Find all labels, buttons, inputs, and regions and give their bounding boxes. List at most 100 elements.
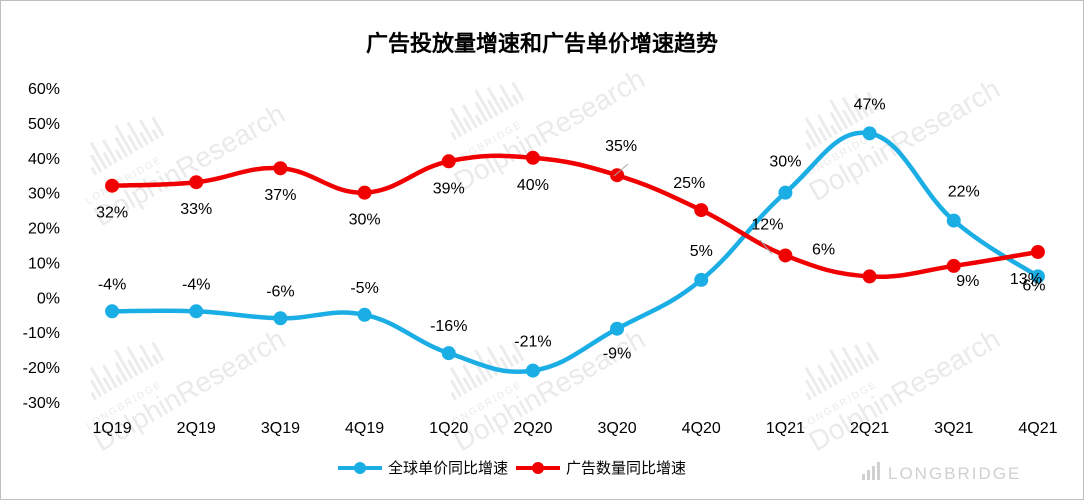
watermark-bar bbox=[102, 364, 118, 389]
watermark-bar bbox=[829, 124, 838, 136]
watermark-bar bbox=[151, 341, 165, 362]
watermark-bar bbox=[114, 349, 134, 380]
watermark-bar bbox=[126, 359, 139, 377]
data-point bbox=[189, 175, 204, 190]
data-label: -4% bbox=[182, 276, 210, 293]
leader-line bbox=[759, 239, 773, 255]
watermark-bar bbox=[151, 129, 160, 140]
watermark-bar bbox=[829, 374, 838, 386]
watermark-bar bbox=[102, 151, 113, 167]
watermark-bar bbox=[114, 136, 129, 158]
data-label: 6% bbox=[812, 241, 835, 258]
data-label: 12% bbox=[751, 216, 783, 233]
data-label: 35% bbox=[605, 138, 637, 155]
data-label: 9% bbox=[956, 273, 979, 290]
x-tick-label: 2Q19 bbox=[177, 420, 216, 437]
watermark-bar bbox=[854, 94, 870, 118]
watermark-bar bbox=[841, 96, 859, 124]
watermark-bar bbox=[511, 341, 525, 362]
chart-title: 广告投放量增速和广告单价增速趋势 bbox=[366, 31, 718, 57]
watermark-bar bbox=[817, 126, 828, 142]
data-point bbox=[610, 168, 625, 183]
watermark-bar bbox=[450, 131, 457, 141]
watermark-bar bbox=[805, 391, 812, 401]
data-point bbox=[694, 272, 709, 287]
y-tick-label: 10% bbox=[28, 255, 60, 272]
x-tick-label: 3Q21 bbox=[934, 420, 973, 437]
watermark-bar bbox=[499, 344, 515, 368]
watermark-brand-text: DolphinResearch bbox=[804, 323, 1006, 457]
y-tick-label: -20% bbox=[23, 360, 60, 377]
watermark-bar bbox=[89, 141, 108, 170]
data-point bbox=[862, 126, 877, 141]
legend-label: 全球单价同比增速 bbox=[388, 459, 508, 477]
watermark-bar bbox=[817, 114, 833, 139]
data-label: 37% bbox=[264, 187, 296, 204]
data-point bbox=[189, 304, 204, 319]
watermark-bar bbox=[486, 346, 504, 374]
data-point bbox=[357, 185, 372, 200]
watermark-bar bbox=[89, 366, 108, 395]
data-label: 25% bbox=[673, 175, 705, 192]
watermark-bar bbox=[511, 94, 520, 105]
data-point bbox=[273, 311, 288, 326]
data-point bbox=[441, 346, 456, 361]
watermark-bar bbox=[474, 361, 489, 383]
legend-label: 广告数量同比增速 bbox=[566, 459, 686, 477]
watermark-bar bbox=[139, 119, 155, 143]
legend-swatch-marker bbox=[532, 462, 544, 474]
data-point bbox=[946, 258, 961, 273]
data-point bbox=[694, 203, 709, 218]
data-label: -6% bbox=[266, 283, 294, 300]
watermark-bar bbox=[511, 354, 520, 365]
data-label: 40% bbox=[517, 177, 549, 194]
series-layer: -4% -4% -6% -5%-16%-21%-9%5%30%47%22%6%32% 3… bbox=[96, 96, 1045, 378]
watermark-bar bbox=[866, 91, 880, 112]
watermark-bar bbox=[817, 376, 828, 392]
watermark-bar bbox=[102, 139, 118, 164]
watermark-bar bbox=[804, 116, 823, 145]
x-tick-label: 3Q19 bbox=[261, 420, 300, 437]
watermark-bar bbox=[462, 116, 473, 132]
footer-brand-text: LONGBRIDGE bbox=[888, 464, 1021, 483]
watermark-bar bbox=[866, 341, 880, 362]
series-line bbox=[109, 153, 1041, 279]
watermark-bar bbox=[114, 149, 123, 161]
watermark-bar bbox=[462, 364, 478, 389]
watermark-bar bbox=[474, 101, 489, 123]
x-tick-label: 1Q21 bbox=[766, 420, 805, 437]
watermark-bar bbox=[804, 366, 823, 395]
y-tick-label: 50% bbox=[28, 116, 60, 133]
data-label: 5% bbox=[690, 243, 713, 260]
series-ad-volume: 32% 33% 37% 30% 39% 40% 35% 25% 12% 6% 9% 13% bbox=[96, 138, 1045, 290]
footer-logo-bar bbox=[872, 466, 875, 480]
watermark-bar bbox=[805, 129, 818, 148]
watermark-bar bbox=[450, 379, 463, 398]
x-tick-label: 1Q20 bbox=[429, 420, 468, 437]
watermark-bar bbox=[139, 344, 155, 368]
data-point bbox=[946, 213, 961, 228]
x-tick-label: 2Q21 bbox=[850, 420, 889, 437]
legend-swatch-marker bbox=[354, 462, 366, 474]
legend: 全球单价同比增速 广告数量同比增速 bbox=[338, 459, 686, 477]
y-tick-label: -10% bbox=[23, 325, 60, 342]
footer-logo-bar bbox=[862, 474, 865, 480]
watermark-bar bbox=[126, 134, 139, 152]
watermark-bar bbox=[841, 109, 854, 127]
watermark-bar bbox=[90, 166, 97, 176]
watermark-bar bbox=[499, 84, 515, 108]
watermark-bar bbox=[817, 364, 833, 389]
data-label: 39% bbox=[433, 180, 465, 197]
data-label: 33% bbox=[180, 201, 212, 218]
watermark-bar bbox=[462, 376, 473, 392]
data-point bbox=[862, 269, 877, 284]
watermark-bar bbox=[114, 361, 129, 383]
data-point bbox=[778, 248, 793, 263]
data-point bbox=[441, 154, 456, 169]
data-point bbox=[105, 178, 120, 193]
watermark-bar bbox=[854, 106, 864, 121]
footer-logo-bar bbox=[867, 470, 870, 480]
watermark-bar bbox=[102, 376, 113, 392]
watermark-bar bbox=[805, 141, 812, 151]
